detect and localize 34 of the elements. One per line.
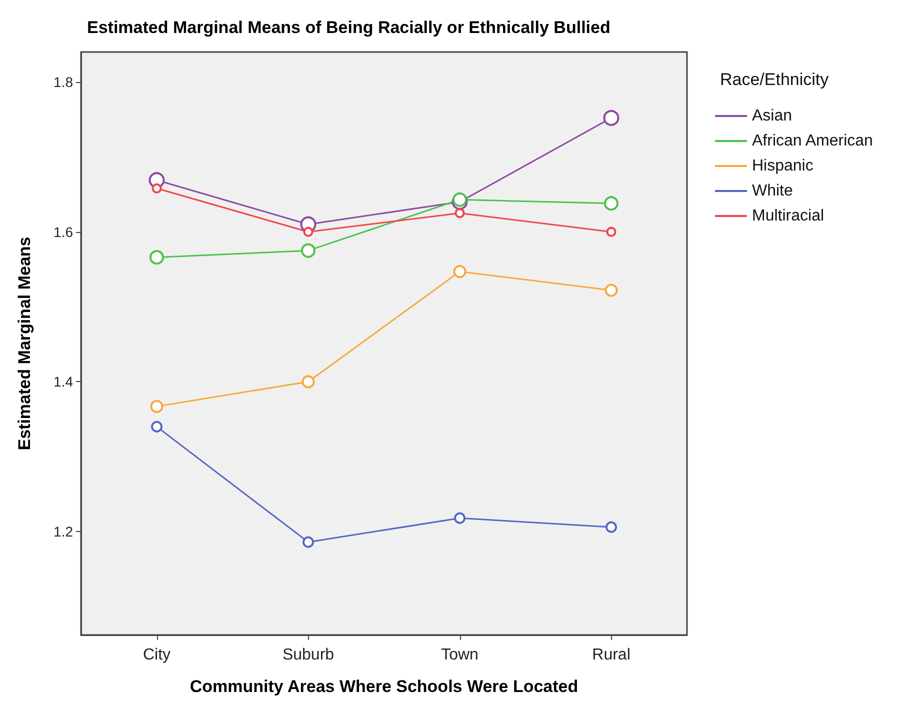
- point: [603, 110, 620, 126]
- x-tick-label: City: [142, 646, 171, 664]
- legend-label: White: [752, 182, 793, 200]
- legend-label: African American: [752, 132, 873, 150]
- point: [604, 196, 618, 211]
- point: [604, 284, 618, 297]
- point: [454, 208, 465, 218]
- point: [606, 521, 617, 533]
- point: [454, 512, 466, 524]
- y-tick-label: 1.6: [54, 224, 74, 240]
- legend-label: Multiracial: [752, 208, 824, 224]
- x-axis-title: Community Areas Where Schools Were Located: [190, 677, 578, 696]
- chart-title: Estimated Marginal Means of Being Racially or Ethnically Bullied: [87, 18, 610, 37]
- point: [150, 250, 164, 265]
- point: [452, 192, 467, 207]
- point: [606, 226, 616, 237]
- point: [150, 400, 164, 413]
- y-tick-label: 1.2: [54, 524, 74, 540]
- point: [302, 375, 315, 388]
- x-tick-label: Rural: [592, 646, 630, 664]
- x-tick-label: Suburb: [282, 646, 334, 664]
- point: [301, 243, 316, 258]
- point: [151, 420, 162, 432]
- legend-title: Race/Ethnicity: [720, 70, 830, 89]
- point: [303, 226, 314, 237]
- legend-label: Asian: [752, 108, 792, 124]
- y-axis-title: Estimated Marginal Means: [15, 236, 34, 450]
- point: [302, 536, 314, 548]
- y-tick-label: 1.8: [54, 74, 74, 90]
- y-tick-label: 1.4: [54, 374, 74, 390]
- legend-label: Hispanic: [752, 158, 814, 174]
- point: [152, 183, 162, 194]
- point: [453, 265, 466, 278]
- x-tick-label: Town: [441, 646, 478, 664]
